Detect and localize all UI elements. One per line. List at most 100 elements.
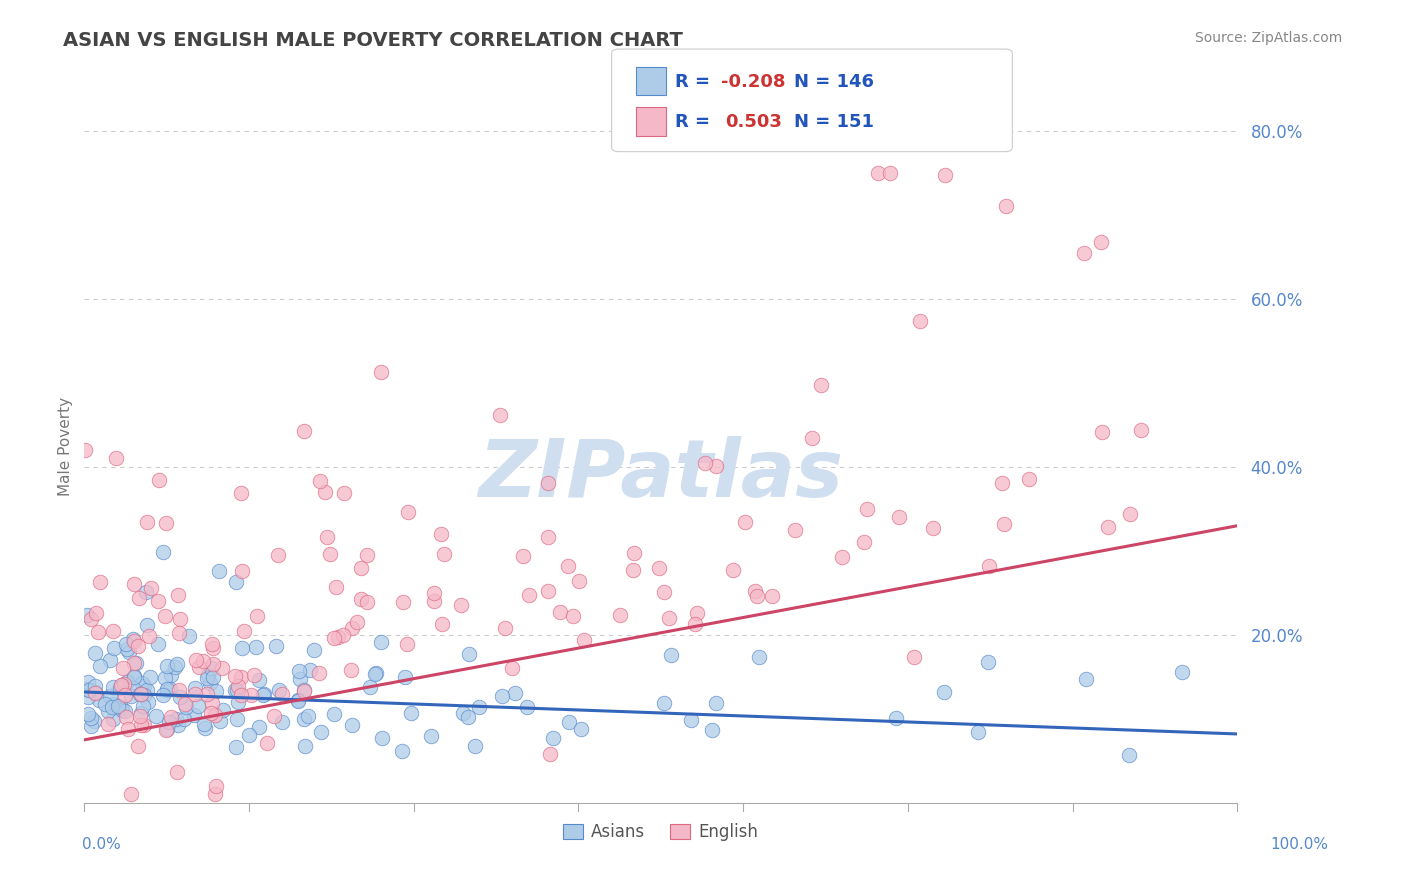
Point	[197, 668, 219, 682]
Point	[86, 607, 108, 621]
Point	[117, 675, 139, 690]
Point	[976, 655, 998, 669]
Point	[174, 697, 197, 711]
Point	[101, 697, 124, 711]
Point	[934, 169, 956, 183]
Point	[209, 714, 232, 728]
Point	[135, 515, 157, 529]
Point	[132, 718, 155, 732]
Point	[139, 670, 162, 684]
Point	[423, 586, 446, 600]
Point	[659, 648, 682, 663]
Point	[568, 574, 591, 588]
Point	[84, 646, 107, 660]
Point	[208, 564, 231, 578]
Point	[884, 711, 907, 725]
Text: -0.208: -0.208	[721, 73, 786, 91]
Point	[557, 558, 579, 573]
Point	[229, 670, 252, 684]
Point	[167, 589, 190, 603]
Point	[745, 589, 768, 603]
Point	[1097, 520, 1119, 534]
Point	[156, 658, 179, 673]
Point	[240, 689, 263, 703]
Point	[202, 657, 225, 671]
Point	[572, 633, 595, 648]
Point	[855, 502, 877, 516]
Point	[155, 723, 177, 737]
Point	[494, 621, 516, 635]
Point	[267, 548, 290, 562]
Point	[297, 709, 319, 723]
Text: Source: ZipAtlas.com: Source: ZipAtlas.com	[1195, 31, 1343, 45]
Point	[243, 668, 266, 682]
Point	[541, 731, 564, 745]
Point	[1170, 665, 1192, 679]
Point	[977, 559, 1000, 574]
Point	[1073, 246, 1095, 260]
Point	[800, 431, 823, 445]
Point	[294, 739, 316, 754]
Point	[316, 530, 339, 544]
Point	[683, 617, 706, 632]
Point	[183, 681, 205, 696]
Point	[146, 594, 169, 608]
Point	[160, 709, 183, 723]
Point	[287, 694, 309, 708]
Point	[903, 650, 925, 665]
Point	[110, 678, 132, 692]
Point	[679, 714, 702, 728]
Point	[512, 549, 534, 563]
Point	[270, 687, 292, 701]
Point	[686, 607, 709, 621]
Point	[561, 609, 583, 624]
Point	[399, 706, 422, 720]
Point	[131, 676, 153, 690]
Point	[491, 689, 513, 703]
Point	[139, 582, 162, 596]
Point	[124, 656, 146, 670]
Point	[238, 728, 260, 742]
Text: R =: R =	[675, 113, 723, 131]
Point	[132, 679, 155, 693]
Point	[79, 612, 101, 626]
Point	[537, 584, 560, 599]
Point	[302, 643, 325, 657]
Point	[107, 699, 129, 714]
Point	[537, 476, 560, 491]
Point	[450, 598, 472, 612]
Point	[252, 689, 274, 703]
Point	[198, 675, 221, 690]
Point	[114, 704, 136, 718]
Point	[658, 610, 681, 624]
Point	[433, 547, 456, 561]
Point	[135, 585, 157, 599]
Point	[346, 615, 368, 630]
Point	[309, 725, 332, 739]
Text: ASIAN VS ENGLISH MALE POVERTY CORRELATION CHART: ASIAN VS ENGLISH MALE POVERTY CORRELATIO…	[63, 31, 683, 50]
Legend: Asians, English: Asians, English	[557, 817, 765, 848]
Point	[371, 731, 394, 746]
Point	[89, 692, 111, 706]
Point	[114, 688, 136, 702]
Point	[571, 723, 593, 737]
Point	[152, 688, 174, 702]
Point	[932, 684, 955, 698]
Point	[1119, 507, 1142, 521]
Point	[292, 684, 315, 698]
Point	[464, 739, 486, 753]
Point	[356, 548, 378, 562]
Point	[163, 660, 186, 674]
Point	[232, 624, 254, 638]
Point	[73, 443, 96, 458]
Point	[721, 563, 744, 577]
Point	[156, 723, 179, 737]
Point	[314, 484, 336, 499]
Point	[103, 712, 125, 726]
Point	[693, 456, 716, 470]
Point	[122, 634, 145, 648]
Point	[128, 687, 150, 701]
Point	[195, 687, 218, 701]
Point	[105, 450, 128, 465]
Point	[516, 699, 538, 714]
